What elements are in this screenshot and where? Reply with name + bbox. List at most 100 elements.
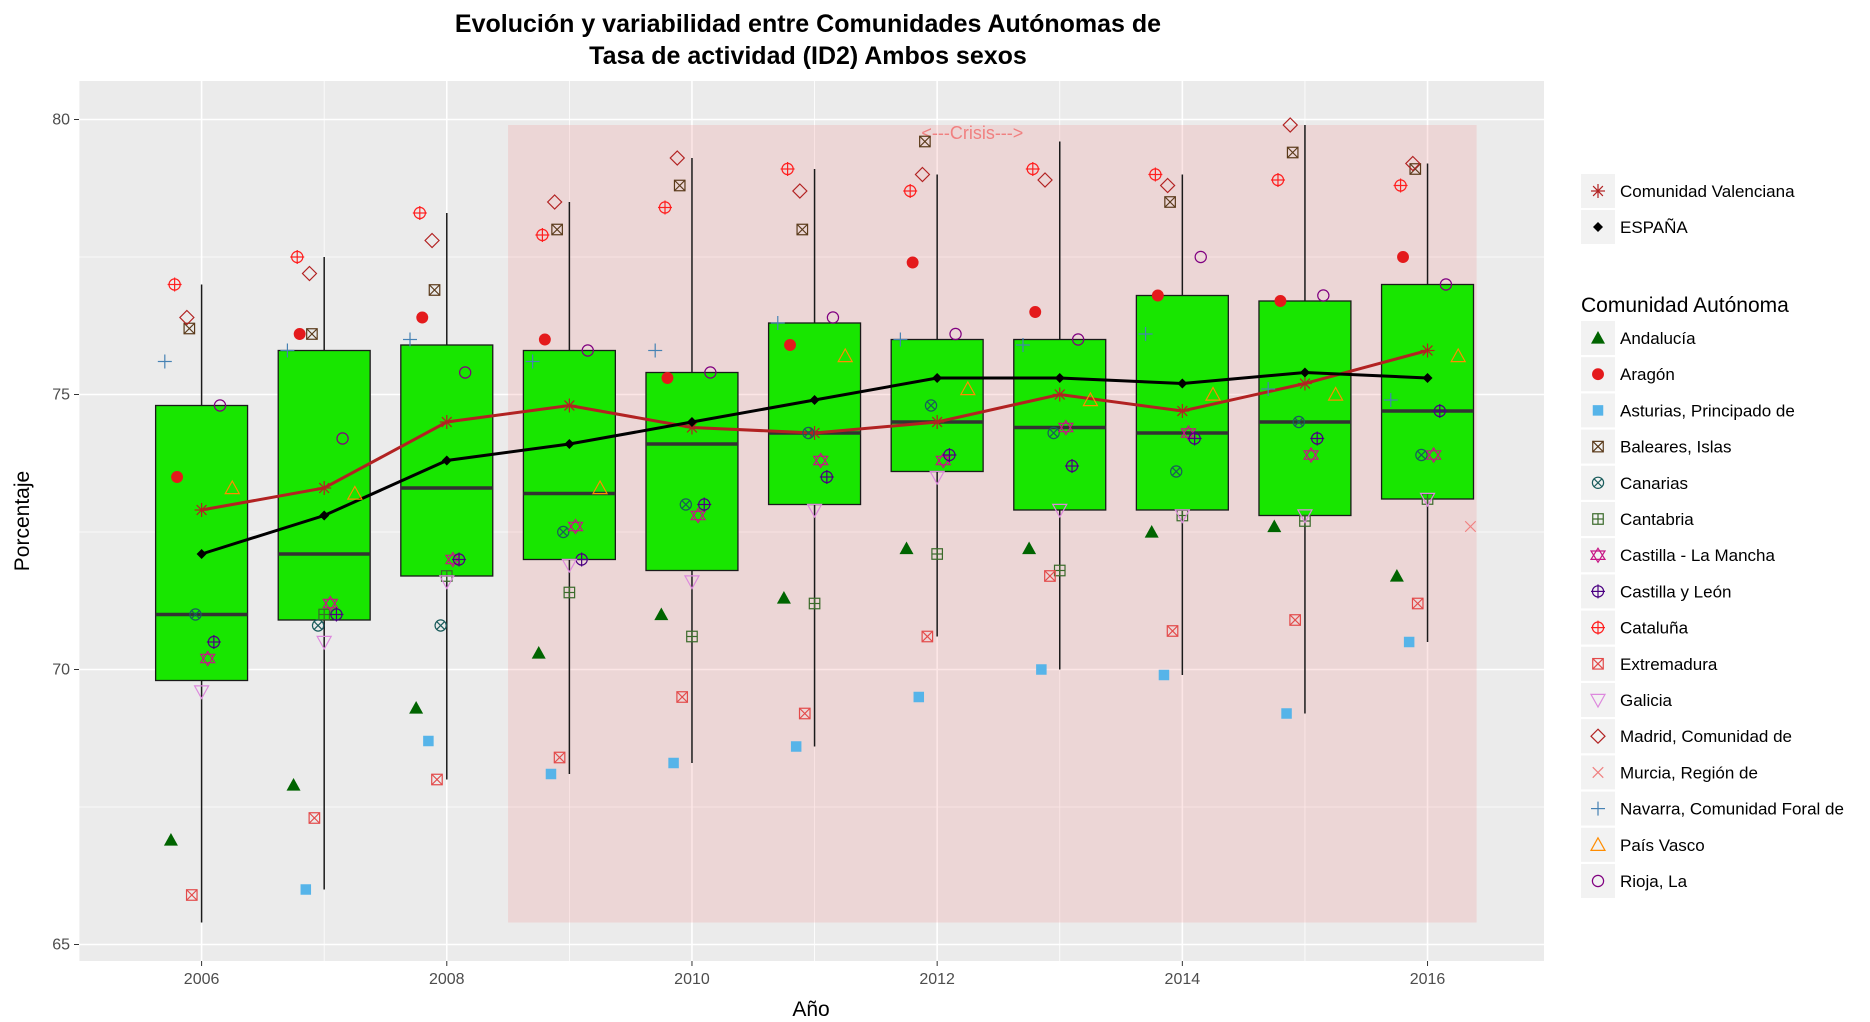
legend-item: Cantabria — [1581, 502, 1694, 536]
legend-key-marker-stroke — [1593, 478, 1603, 488]
legend-key-bg — [1581, 864, 1615, 898]
line-point — [562, 398, 577, 413]
data-point-shape — [949, 327, 962, 341]
data-point — [837, 347, 854, 363]
data-point — [1174, 509, 1191, 524]
data-point — [561, 558, 578, 574]
data-point-shape — [1296, 509, 1313, 524]
line-point — [1054, 373, 1065, 383]
legend-key-marker — [1591, 476, 1605, 489]
legend-label: Murcia, Región de — [1620, 763, 1758, 782]
boxplot — [645, 158, 739, 763]
data-point — [316, 635, 333, 651]
y-axis-label: Porcentaje — [11, 471, 34, 571]
data-point — [1151, 289, 1164, 302]
data-point — [431, 773, 443, 786]
data-point — [531, 646, 546, 659]
data-point — [683, 575, 700, 590]
data-point-stroke — [306, 328, 318, 340]
legend-item: Madrid, Comunidad de — [1581, 719, 1792, 754]
data-point-stroke — [553, 751, 566, 764]
data-point — [903, 184, 918, 198]
data-point-shape — [163, 833, 178, 846]
line-point — [1052, 387, 1067, 402]
legend-label: Navarra, Comunidad Foral de — [1620, 800, 1844, 819]
data-point-shape — [553, 751, 566, 764]
data-point — [913, 691, 925, 703]
line-point — [317, 481, 332, 495]
data-point-shape — [1158, 669, 1170, 681]
legend-key-marker-stroke — [1592, 658, 1604, 670]
data-point-stroke — [551, 223, 563, 236]
series-points — [300, 636, 1415, 895]
data-point-shape — [1051, 503, 1068, 519]
data-point-stroke — [186, 889, 198, 901]
line-point-stroke — [318, 482, 330, 494]
data-point-shape — [913, 691, 925, 703]
data-point-shape — [1302, 446, 1320, 460]
legend-key-marker — [1590, 728, 1606, 745]
line-point-shape — [1177, 378, 1188, 389]
data-point — [1296, 509, 1313, 524]
data-point — [949, 327, 962, 341]
data-point — [545, 768, 557, 780]
data-point — [300, 884, 312, 895]
data-point — [679, 498, 693, 511]
data-point-shape — [1404, 155, 1421, 172]
data-point — [676, 691, 689, 703]
data-point-shape — [796, 223, 809, 236]
line-point-shape — [686, 417, 697, 427]
data-point-stroke — [674, 179, 686, 192]
legend-item: Castilla y León — [1581, 574, 1732, 609]
line-point-shape — [564, 439, 575, 449]
legend-label: Andalucía — [1620, 329, 1696, 348]
data-point — [458, 366, 472, 379]
data-point — [553, 751, 566, 764]
legend-label: Rioja, La — [1620, 872, 1688, 891]
chart-subtitle: Tasa de actividad (ID2) Ambos sexos — [589, 42, 1027, 70]
legend-item: Galicia — [1581, 683, 1673, 717]
legend-item: País Vasco — [1581, 827, 1705, 862]
data-point-shape — [1439, 278, 1453, 291]
legend-key-marker-shape — [1589, 693, 1607, 709]
data-point-stroke — [1416, 450, 1427, 460]
data-point-shape — [1411, 597, 1424, 610]
data-point — [792, 183, 808, 199]
line-point-stroke — [686, 422, 698, 433]
axes: 2006 2008 2010 2012 2014 2016 65 70 75 80 — [52, 112, 1445, 989]
data-point-shape — [199, 650, 216, 664]
data-point — [1144, 525, 1159, 538]
data-point-shape — [679, 498, 693, 511]
legend-key-marker — [1592, 657, 1604, 670]
data-point-shape — [322, 595, 339, 609]
data-point-shape — [431, 773, 443, 786]
legend-key-bg — [1581, 538, 1615, 573]
legend-key-marker — [1592, 405, 1604, 416]
line-point-stroke — [441, 416, 453, 428]
legend-item: Canarias — [1581, 465, 1688, 500]
legend-key-marker-shape — [1592, 657, 1604, 670]
line-point — [196, 549, 207, 559]
data-point-shape — [802, 426, 815, 440]
data-point — [538, 333, 551, 346]
data-point — [1261, 382, 1276, 396]
data-point — [199, 650, 216, 667]
data-point — [1051, 503, 1068, 519]
legend-key-marker-shape — [1590, 728, 1606, 745]
data-point-shape2 — [1425, 450, 1442, 464]
line-point — [1177, 378, 1188, 389]
data-point — [434, 619, 447, 632]
data-point-shape — [171, 471, 184, 483]
legend-item: Extremadura — [1581, 646, 1718, 681]
data-point-stroke — [558, 527, 568, 537]
legend-key-marker-shape — [1589, 836, 1607, 852]
data-point-stroke — [681, 499, 691, 510]
data-point-shape — [1036, 664, 1047, 675]
data-point-shape — [1267, 519, 1282, 533]
data-point — [819, 470, 834, 484]
legend-item: Comunidad Valenciana — [1581, 174, 1795, 208]
data-point — [921, 630, 934, 643]
data-point-shape — [557, 525, 570, 539]
data-point — [690, 507, 707, 524]
data-point-stroke — [1048, 428, 1059, 438]
